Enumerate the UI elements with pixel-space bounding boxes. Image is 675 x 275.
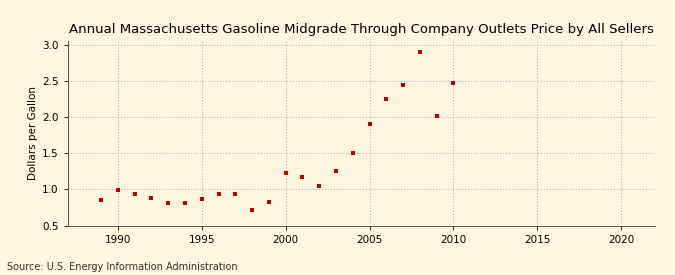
Point [431, 114, 442, 118]
Point [414, 50, 425, 54]
Point [280, 171, 291, 176]
Point [263, 199, 274, 204]
Point [331, 169, 342, 174]
Point [180, 201, 190, 205]
Point [113, 188, 124, 192]
Point [196, 197, 207, 201]
Point [230, 191, 241, 196]
Point [96, 198, 107, 202]
Point [448, 81, 459, 85]
Point [213, 192, 224, 197]
Point [246, 207, 257, 212]
Point [364, 122, 375, 126]
Point [297, 175, 308, 179]
Title: Annual Massachusetts Gasoline Midgrade Through Company Outlets Price by All Sell: Annual Massachusetts Gasoline Midgrade T… [69, 23, 653, 36]
Point [314, 183, 325, 188]
Point [381, 97, 392, 101]
Point [163, 201, 173, 205]
Point [348, 150, 358, 155]
Point [146, 196, 157, 200]
Y-axis label: Dollars per Gallon: Dollars per Gallon [28, 86, 38, 180]
Point [129, 191, 140, 196]
Point [398, 83, 408, 87]
Text: Source: U.S. Energy Information Administration: Source: U.S. Energy Information Administ… [7, 262, 238, 272]
